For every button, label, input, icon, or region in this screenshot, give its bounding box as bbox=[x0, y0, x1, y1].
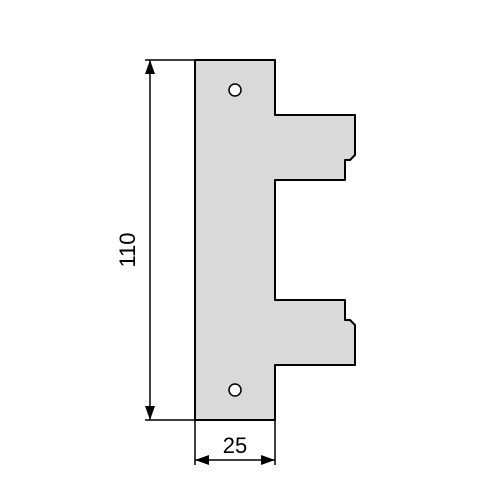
dimension-width: 25 bbox=[195, 420, 275, 465]
dimension-height: 110 bbox=[115, 60, 195, 420]
arrowhead-top bbox=[145, 60, 155, 74]
mounting-hole-bottom bbox=[229, 384, 241, 396]
arrowhead-left bbox=[195, 455, 209, 465]
strike-plate-outline bbox=[195, 60, 355, 420]
mounting-hole-top bbox=[229, 84, 241, 96]
technical-drawing: 110 25 bbox=[0, 0, 500, 500]
dimension-height-value: 110 bbox=[115, 232, 140, 267]
arrowhead-right bbox=[261, 455, 275, 465]
arrowhead-bottom bbox=[145, 406, 155, 420]
dimension-width-value: 25 bbox=[223, 433, 247, 458]
